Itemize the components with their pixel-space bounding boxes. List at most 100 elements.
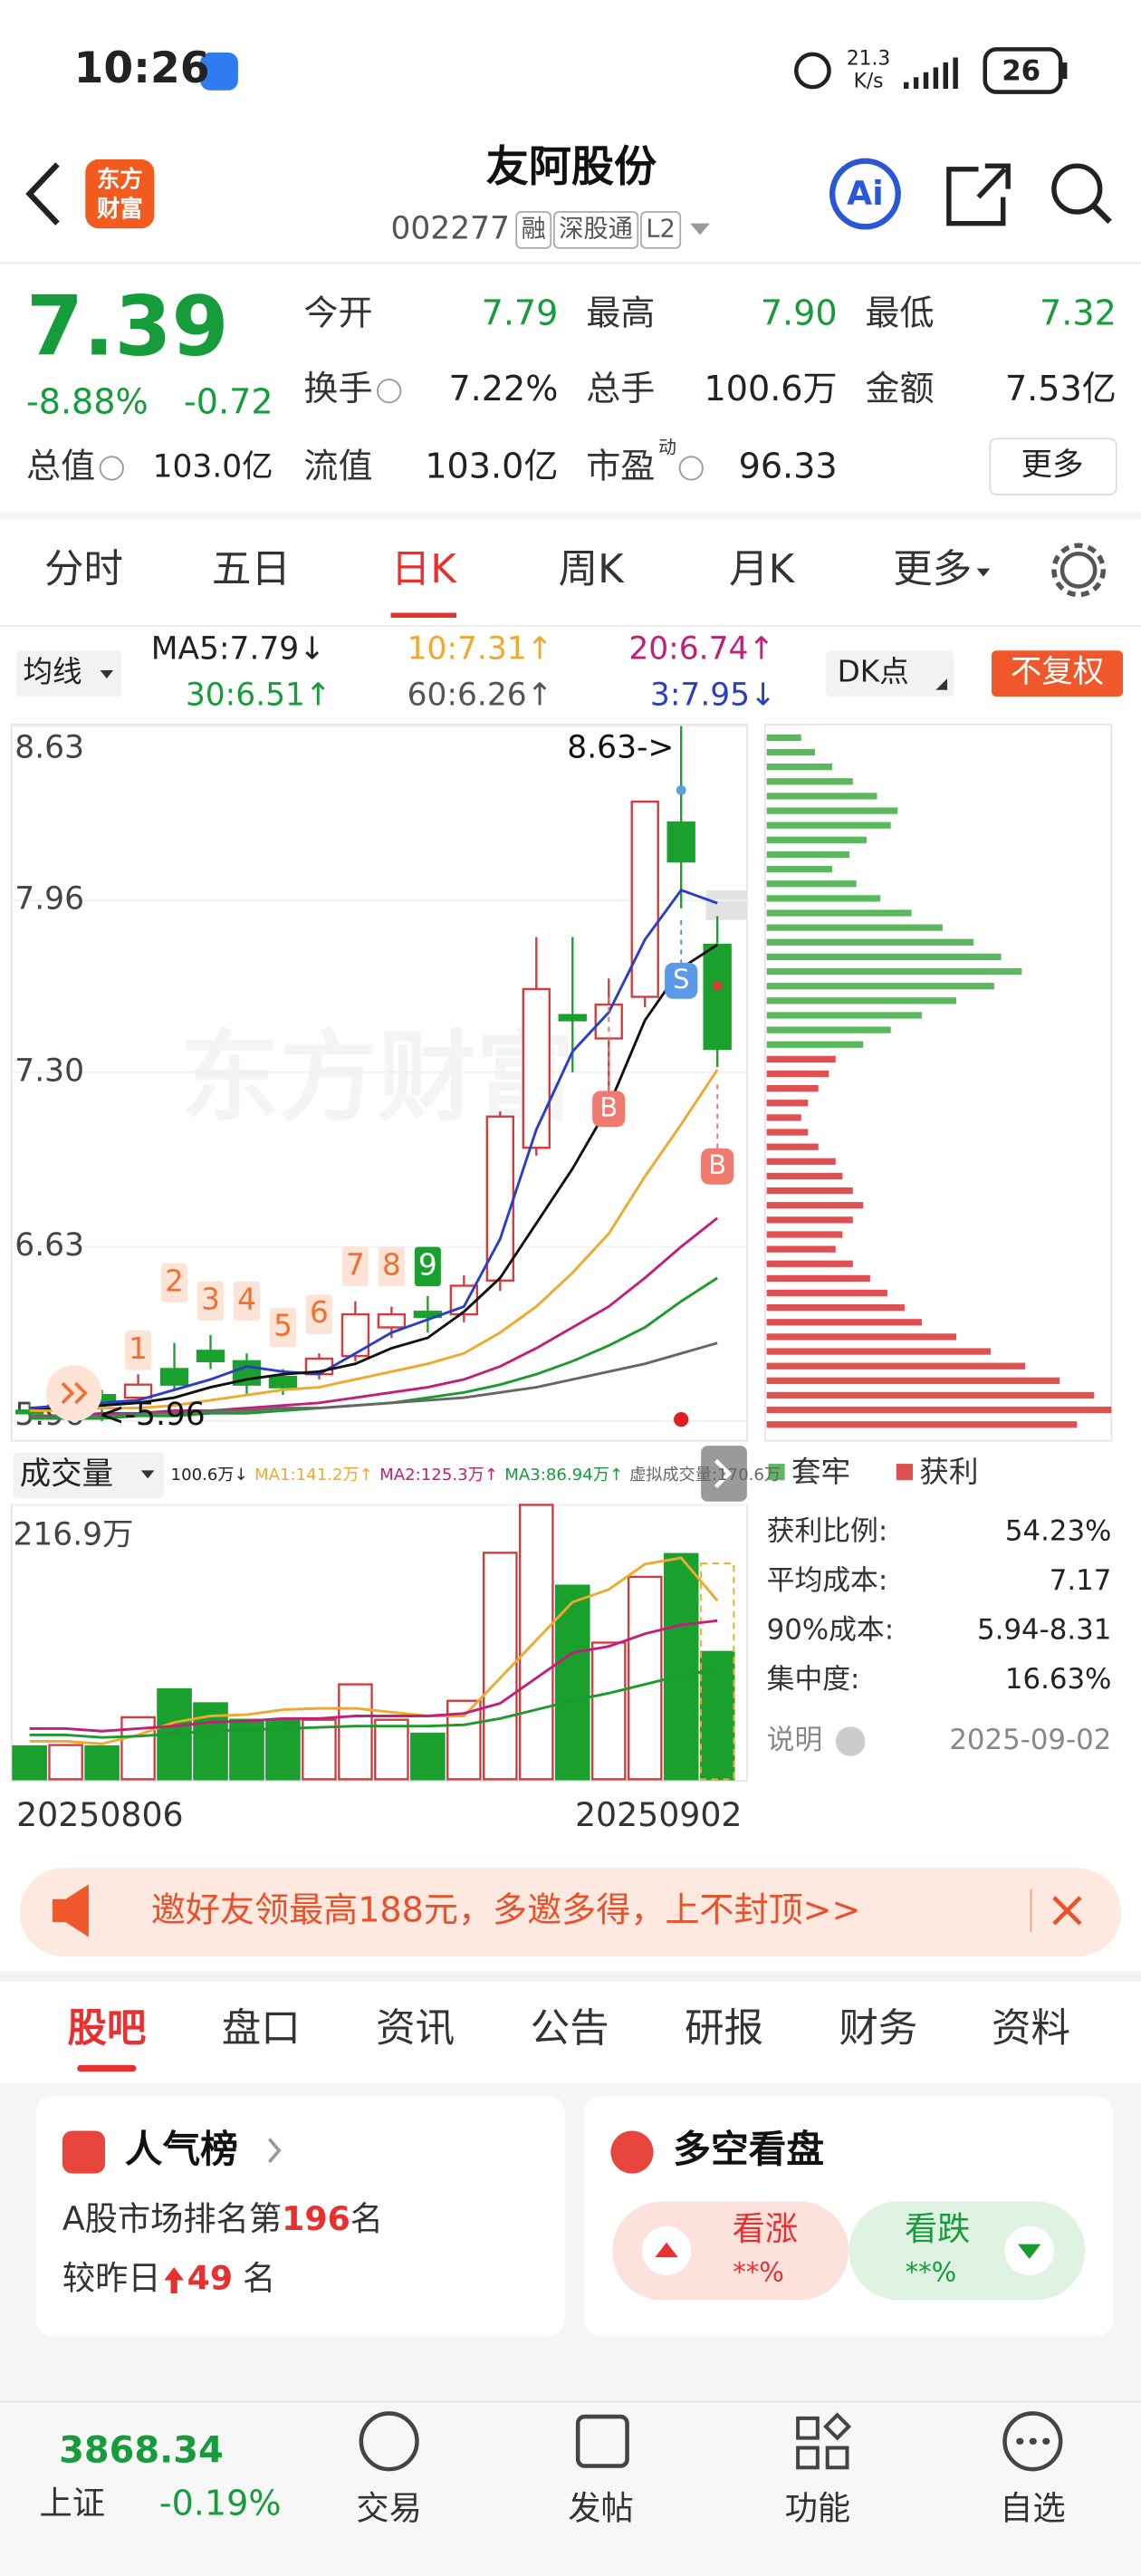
change-pct: -8.88% <box>26 382 149 422</box>
expand-button[interactable] <box>701 1446 747 1502</box>
ma-line <box>29 1341 718 1418</box>
field-value: 7.22% <box>448 369 558 409</box>
signal-label: 1 <box>129 1331 148 1366</box>
card-title: 人气榜 <box>125 2127 238 2171</box>
nav-item[interactable]: 交易 <box>356 2488 421 2527</box>
candle-body <box>703 943 732 1051</box>
signal-label: 8 <box>382 1247 401 1282</box>
content-tab[interactable]: 公告 <box>531 2006 609 2052</box>
field-label: 总值 <box>26 446 95 485</box>
y-tick-label: 216.9万 <box>14 1516 134 1552</box>
signal-icon <box>904 57 958 89</box>
chip-bar <box>766 953 1002 961</box>
stock-tag: 深股通 <box>559 215 633 243</box>
chip-bar <box>766 1100 809 1107</box>
up-button[interactable] <box>612 2201 849 2301</box>
volume-bar <box>627 1575 663 1781</box>
tab-underline <box>77 2064 137 2072</box>
period-tab[interactable]: 更多 <box>893 547 972 592</box>
ma-line <box>29 888 718 1409</box>
banner-text[interactable]: 邀好友领最高188元，多邀多得，上不封顶>> <box>151 1890 861 1930</box>
share-button[interactable] <box>946 163 1011 226</box>
ma-button[interactable] <box>16 650 122 697</box>
chip-bar <box>766 880 857 888</box>
volume-bar <box>518 1504 554 1781</box>
nav-item[interactable]: 自选 <box>1000 2488 1065 2527</box>
more-button-label[interactable]: 更多 <box>1021 447 1084 484</box>
logo[interactable] <box>85 159 155 229</box>
period-tab[interactable]: 五日 <box>212 547 291 592</box>
down-button[interactable] <box>849 2201 1086 2301</box>
volume-bar <box>663 1552 699 1781</box>
logo-text: 财富 <box>97 195 143 222</box>
chip-bar <box>766 748 815 756</box>
signal-label: 2 <box>165 1264 184 1299</box>
settings-button[interactable] <box>1060 551 1098 589</box>
signal-label: 7 <box>346 1247 365 1282</box>
dk-label[interactable]: DK点 <box>838 655 909 689</box>
megaphone-icon <box>53 1884 89 1937</box>
tag-box <box>515 211 552 249</box>
period-tab[interactable]: 分时 <box>44 547 123 592</box>
content-tab[interactable]: 财务 <box>839 2006 917 2052</box>
content-tab[interactable]: 资料 <box>992 2006 1070 2052</box>
ma-legend: 20:6.74↑ <box>628 631 774 668</box>
price: 7.39 <box>26 279 229 374</box>
y-tick-label: 7.30 <box>14 1053 84 1089</box>
chip-bar <box>766 1070 829 1078</box>
chip-bar <box>766 924 943 931</box>
signal-box <box>125 1331 152 1370</box>
chip-bar <box>766 793 877 800</box>
adjust-button[interactable] <box>992 650 1124 697</box>
down-arrow <box>1018 2244 1041 2259</box>
trade-icon <box>359 2411 419 2472</box>
ai-button[interactable] <box>829 158 901 230</box>
search-handle <box>1091 203 1112 225</box>
volume-button-label[interactable]: 成交量 <box>20 1456 113 1492</box>
period-tab[interactable]: 周K <box>559 547 625 592</box>
nav-item[interactable]: 发帖 <box>568 2488 633 2527</box>
candle-body <box>377 1312 407 1329</box>
expand-icon <box>714 1458 733 1489</box>
chip-bar <box>766 1333 957 1341</box>
down-pct: **% <box>906 2256 957 2287</box>
field-value: 100.6万 <box>705 369 838 409</box>
dropdown-icon <box>976 568 991 577</box>
back-button[interactable] <box>25 162 60 226</box>
nav-item[interactable]: 功能 <box>785 2488 850 2527</box>
trade-mark: B <box>708 1149 726 1180</box>
close-banner[interactable] <box>1052 1896 1082 1926</box>
candle-body <box>340 1312 370 1358</box>
chip-frame <box>763 723 1113 1442</box>
dk-button[interactable] <box>825 650 954 697</box>
function-icon <box>796 2412 852 2470</box>
content-tab[interactable]: 盘口 <box>222 2006 301 2052</box>
adjust-label[interactable]: 不复权 <box>1011 654 1104 690</box>
banner[interactable] <box>19 1868 1122 1957</box>
marker-dot <box>674 1411 689 1427</box>
alarm-icon <box>794 52 831 90</box>
content-tab[interactable]: 研报 <box>685 2006 763 2052</box>
period-tab[interactable]: 月K <box>729 547 795 592</box>
content-tab[interactable]: 股吧 <box>67 2006 146 2052</box>
up-arrow <box>164 2267 185 2294</box>
kline-frame <box>10 723 748 1442</box>
date-label: 20250902 <box>575 1795 742 1834</box>
volume-legend: MA2:125.3万↑ <box>379 1466 498 1485</box>
ma-button-label[interactable]: 均线 <box>23 655 82 689</box>
candle-body <box>159 1368 189 1386</box>
change: -0.72 <box>184 382 273 422</box>
chip-bar <box>766 997 957 1004</box>
card-text: 较昨日 <box>62 2259 161 2298</box>
tag-box <box>552 211 639 249</box>
stock-tag: L2 <box>646 215 675 243</box>
pe-tag: 动 <box>658 437 676 458</box>
more-button[interactable] <box>989 437 1117 495</box>
period-tab[interactable]: 日K <box>391 547 457 592</box>
volume-button[interactable] <box>13 1452 165 1499</box>
content-tab[interactable]: 资讯 <box>376 2006 455 2052</box>
candle-body <box>630 800 659 998</box>
field-value: 96.33 <box>739 446 838 485</box>
search-button[interactable] <box>1051 163 1103 215</box>
field-value: 103.0亿 <box>153 448 273 485</box>
